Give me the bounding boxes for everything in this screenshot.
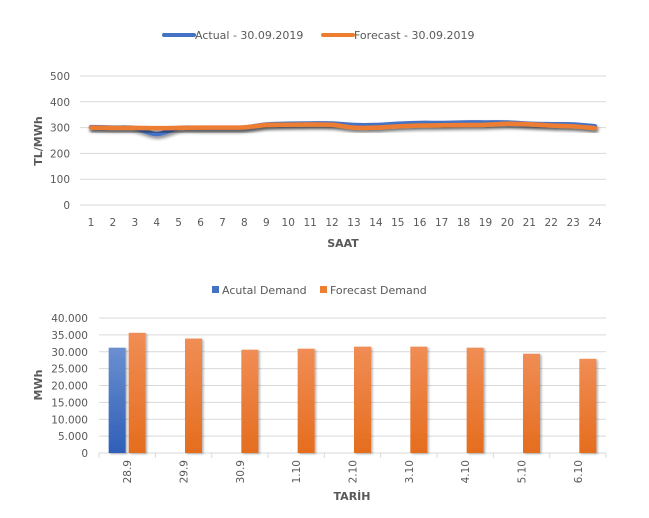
bar-chart-gridlines bbox=[98, 317, 607, 458]
y-tick-label: 20.000 bbox=[51, 381, 88, 393]
y-tick-label: 100 bbox=[50, 174, 70, 186]
x-tick-label: 2.10 bbox=[348, 460, 360, 483]
x-tick-label: 20 bbox=[501, 217, 514, 229]
x-tick-label: 14 bbox=[369, 217, 383, 229]
bar-actual-demand bbox=[108, 347, 126, 453]
x-tick-label: 21 bbox=[523, 217, 536, 229]
legend-item-actual-demand: Acutal Demand bbox=[212, 284, 307, 297]
legend-swatch bbox=[212, 286, 219, 293]
x-tick-label: 29.9 bbox=[179, 460, 191, 483]
bar-forecast-demand bbox=[185, 338, 202, 453]
line-chart-y-axis: 0 100 200 300 400 500 bbox=[50, 71, 70, 212]
x-tick-label: 8 bbox=[241, 217, 248, 229]
bar-chart-legend: Acutal Demand Forecast Demand bbox=[212, 284, 427, 297]
x-tick-label: 10 bbox=[282, 217, 295, 229]
x-tick-label: 19 bbox=[479, 217, 492, 229]
y-tick-label: 5.000 bbox=[58, 431, 88, 443]
legend-label: Actual - 30.09.2019 bbox=[195, 29, 303, 42]
bar-chart-x-axis: 28.9 29.9 30.9 1.10 2.10 3.10 4.10 5.10 6.10 bbox=[122, 460, 585, 483]
x-tick-label: 11 bbox=[303, 217, 316, 229]
x-tick-label: 1.10 bbox=[291, 460, 303, 483]
y-tick-label: 30.000 bbox=[51, 347, 88, 359]
bar-forecast-demand bbox=[128, 332, 146, 453]
y-tick-label: 0 bbox=[81, 448, 88, 460]
y-tick-label: 0 bbox=[63, 200, 70, 212]
y-tick-label: 35.000 bbox=[51, 330, 88, 342]
x-tick-label: 28.9 bbox=[122, 460, 134, 483]
x-tick-label: 18 bbox=[457, 217, 470, 229]
x-tick-label: 24 bbox=[588, 217, 602, 229]
legend-label: Acutal Demand bbox=[222, 284, 307, 297]
y-tick-label: 25.000 bbox=[51, 364, 88, 376]
y-tick-label: 40.000 bbox=[51, 313, 88, 325]
line-chart-x-axis-title: SAAT bbox=[327, 237, 359, 250]
x-tick-label: 1 bbox=[88, 217, 95, 229]
legend-swatch bbox=[320, 286, 327, 293]
y-tick-label: 15.000 bbox=[51, 397, 88, 409]
legend-item-actual: Actual - 30.09.2019 bbox=[162, 29, 303, 42]
x-tick-label: 4.10 bbox=[460, 460, 472, 483]
x-tick-label: 2 bbox=[110, 217, 117, 229]
y-tick-label: 300 bbox=[50, 123, 70, 135]
x-tick-label: 16 bbox=[413, 217, 427, 229]
x-tick-label: 6 bbox=[197, 217, 204, 229]
line-chart-gridlines bbox=[80, 75, 606, 206]
bar-forecast-demand bbox=[579, 358, 597, 453]
x-tick-label: 5.10 bbox=[517, 460, 529, 483]
line-chart-legend: Actual - 30.09.2019 Forecast - 30.09.2019 bbox=[162, 29, 475, 42]
x-tick-label: 15 bbox=[391, 217, 404, 229]
bar-chart-bars bbox=[108, 332, 597, 453]
y-tick-label: 500 bbox=[50, 71, 70, 83]
bar-forecast-demand bbox=[297, 348, 315, 453]
line-chart-x-axis: 1 2 3 4 5 6 7 8 9 10 11 12 13 14 15 16 17 18 19 20 21 22 23 24 bbox=[88, 217, 602, 229]
x-tick-label: 22 bbox=[545, 217, 558, 229]
legend-label: Forecast Demand bbox=[330, 284, 427, 297]
x-tick-label: 7 bbox=[219, 217, 226, 229]
y-tick-label: 200 bbox=[50, 148, 70, 160]
y-tick-label: 10.000 bbox=[51, 414, 88, 426]
line-chart-y-axis-title: TL/MWh bbox=[32, 116, 45, 165]
legend-item-forecast-demand: Forecast Demand bbox=[320, 284, 427, 297]
x-tick-label: 12 bbox=[325, 217, 338, 229]
line-chart-series bbox=[88, 120, 598, 137]
x-tick-label: 23 bbox=[566, 217, 579, 229]
y-tick-label: 400 bbox=[50, 97, 70, 109]
x-tick-label: 4 bbox=[153, 217, 160, 229]
x-tick-label: 3.10 bbox=[404, 460, 416, 483]
bar-forecast-demand bbox=[523, 353, 540, 453]
bar-forecast-demand bbox=[241, 349, 259, 453]
bar-forecast-demand bbox=[410, 346, 428, 453]
bar-forecast-demand bbox=[466, 347, 484, 453]
series-line-forecast bbox=[88, 121, 598, 131]
x-tick-label: 17 bbox=[435, 217, 448, 229]
x-tick-label: 13 bbox=[347, 217, 360, 229]
bar-chart-y-axis: 0 5.000 10.000 15.000 20.000 25.000 30.000 35.0… bbox=[51, 313, 88, 460]
bar-chart-x-axis-title: TARİH bbox=[334, 489, 371, 503]
x-tick-label: 9 bbox=[263, 217, 270, 229]
legend-label: Forecast - 30.09.2019 bbox=[354, 29, 475, 42]
bar-chart-y-axis-title: MWh bbox=[32, 370, 45, 401]
legend-item-forecast: Forecast - 30.09.2019 bbox=[321, 29, 475, 42]
x-tick-label: 5 bbox=[175, 217, 182, 229]
bar-forecast-demand bbox=[354, 346, 371, 453]
x-tick-label: 6.10 bbox=[573, 460, 585, 483]
x-tick-label: 30.9 bbox=[235, 460, 247, 483]
x-tick-label: 3 bbox=[131, 217, 138, 229]
